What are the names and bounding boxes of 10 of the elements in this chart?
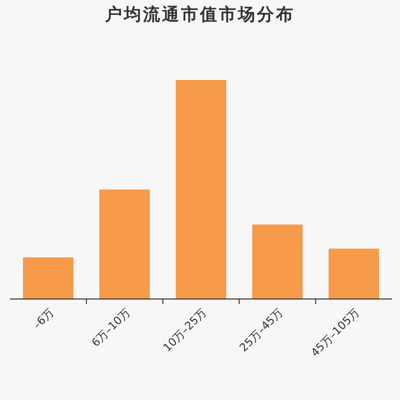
bar [22, 257, 74, 299]
bar [176, 80, 226, 299]
x-tick-label: 6万–10万 [89, 306, 133, 350]
x-tick-label: 10万–25万 [160, 306, 210, 354]
x-tick-label: 25万–45万 [237, 306, 286, 354]
bar [252, 224, 303, 299]
chart-title: 户均流通市值市场分布 [104, 5, 295, 25]
bar [99, 190, 150, 299]
bar [328, 248, 380, 299]
x-tick-label: –6万 [30, 306, 56, 332]
